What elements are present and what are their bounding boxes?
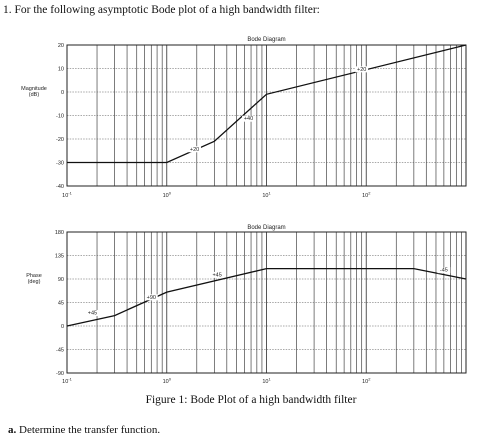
x-tick-label: 101 [262,191,271,200]
y-axis-unit: (deg) [28,279,41,285]
question-header: 1. For the following asymptotic Bode plo… [3,4,320,16]
y-axis-unit: (dB) [29,92,40,98]
slope-annotation: +40 [244,116,253,122]
annotation-background [188,146,201,153]
y-tick-label: 0 [61,90,64,96]
y-axis-label: Phase [26,273,42,279]
y-tick-label: -45 [56,348,64,354]
y-tick-label: -20 [56,137,64,143]
slope-annotation: +45 [88,311,97,317]
y-tick-label: 0 [61,324,64,330]
y-tick-label: 135 [55,254,64,260]
chart-title: Bode Diagram [247,37,285,43]
subquestion: a. Determine the transfer function. [8,424,160,436]
subquestion-label: a. [8,424,17,436]
slope-annotation: +20 [357,67,366,73]
slope-annotation: +20 [190,147,199,153]
y-tick-label: 45 [58,301,64,307]
y-tick-label: 180 [55,230,64,236]
y-tick-label: -40 [56,184,64,190]
x-tick-label: 10-1 [62,191,72,200]
x-tick-label: 100 [163,377,172,386]
y-tick-label: -30 [56,161,64,167]
x-tick-label: 101 [262,377,271,386]
y-tick-label: -90 [56,371,64,377]
asymptote-line [67,44,467,164]
x-tick-label: 102 [362,377,371,386]
plot-frame [66,44,467,187]
y-axis-label: Magnitude [21,86,47,92]
question-number: 1. [3,4,12,16]
y-tick-label: 20 [58,43,64,49]
figure-caption: Figure 1: Bode Plot of a high bandwidth … [145,394,357,406]
y-tick-label: 10 [58,67,64,73]
x-tick-label: 102 [362,191,371,200]
x-tick-label: 10-1 [62,377,72,386]
annotation-background [210,271,224,278]
slope-annotation: -45 [440,268,448,274]
chart-title: Bode Diagram [247,225,285,231]
annotation-background [437,267,451,274]
annotation-background [86,310,99,317]
question-text: For the following asymptotic Bode plot o… [14,4,320,16]
slope-annotation: +90 [147,295,156,301]
slope-annotation: +45 [212,272,221,278]
asymptote-line [66,267,467,327]
y-tick-label: -10 [56,114,64,120]
plot-frame [66,231,467,374]
x-tick-label: 100 [163,191,172,200]
annotation-background [242,115,255,122]
subquestion-text: Determine the transfer function. [19,424,161,436]
annotation-background [355,66,369,73]
annotation-background [144,294,158,301]
y-tick-label: 90 [58,277,64,283]
